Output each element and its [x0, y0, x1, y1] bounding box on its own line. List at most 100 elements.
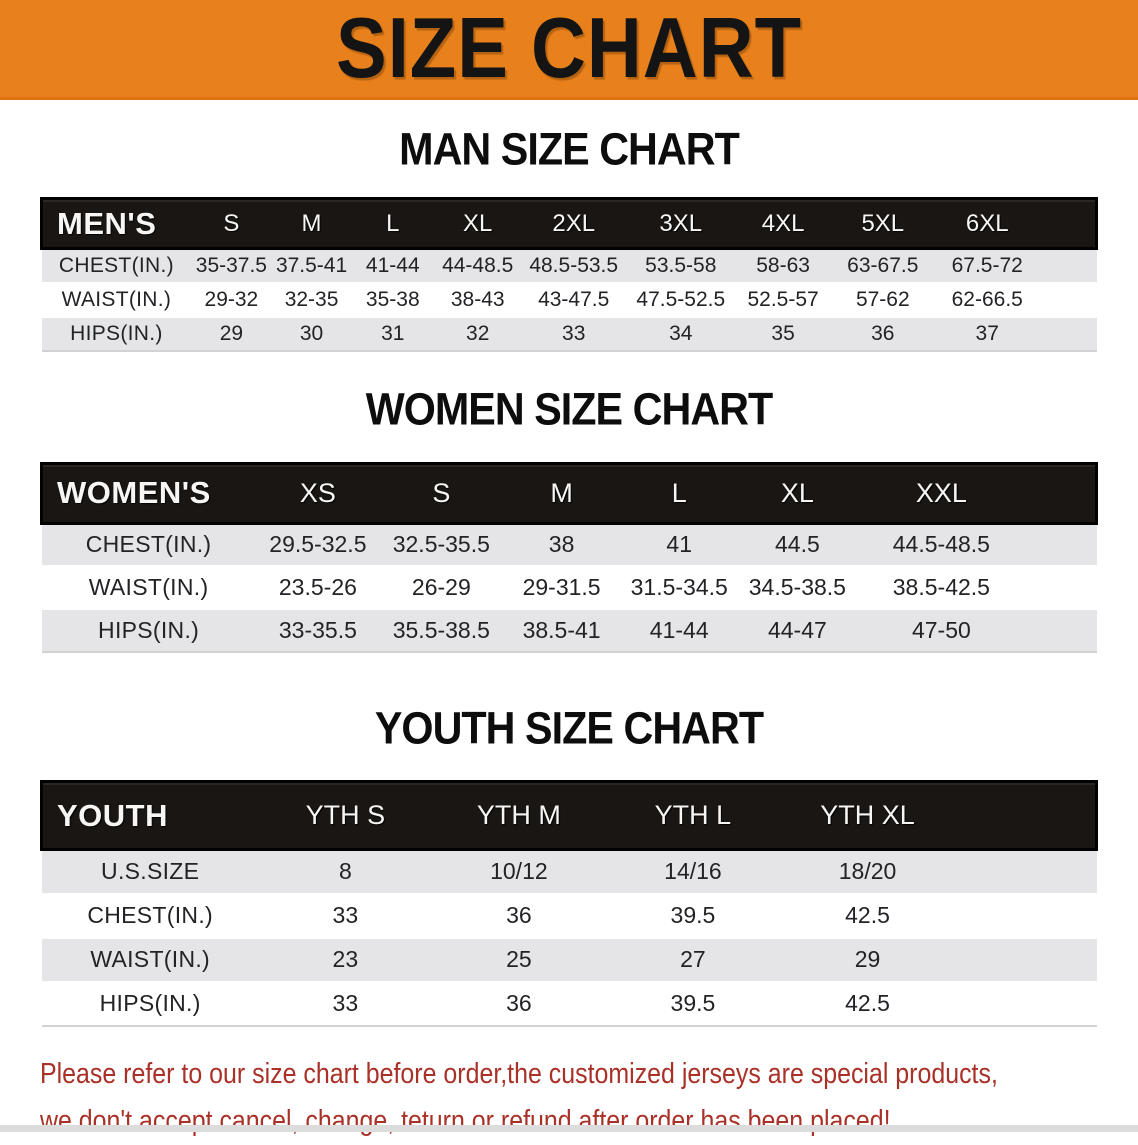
measurement-label: WAIST(IN.) — [41, 566, 256, 610]
measurement-value: 33-35.5 — [255, 609, 381, 653]
measurement-value: 34 — [625, 316, 736, 352]
measurement-value: 58-63 — [735, 247, 831, 284]
measurement-value: 35-37.5 — [191, 247, 272, 284]
spacer-cell — [955, 937, 1097, 983]
measurement-value: 53.5-58 — [625, 247, 736, 284]
measurement-value: 29-31.5 — [502, 566, 621, 610]
measurement-value: 57-62 — [830, 282, 936, 318]
disclaimer-line-2: we don't accept cancel, change, teturn o… — [40, 1104, 891, 1137]
measurement-value: 36 — [830, 316, 936, 352]
measurement-value: 38-43 — [433, 282, 522, 318]
measurement-value: 62-66.5 — [935, 282, 1040, 318]
size-column-header: YTH M — [431, 780, 606, 851]
measurement-label: WAIST(IN.) — [41, 282, 192, 318]
measurement-value: 8 — [258, 848, 432, 895]
measurement-value: 32 — [433, 316, 522, 352]
measurement-value: 37 — [935, 316, 1040, 352]
measurement-value: 67.5-72 — [935, 247, 1040, 284]
table-group-label: MEN'S — [40, 197, 192, 250]
measurement-value: 32.5-35.5 — [380, 522, 503, 567]
measurement-value: 44.5-48.5 — [856, 522, 1026, 567]
size-column-header: YTH S — [258, 780, 432, 851]
page-title: SIZE CHART — [336, 0, 802, 97]
size-column-header: 2XL — [521, 197, 626, 250]
measurement-value: 31.5-34.5 — [620, 566, 738, 610]
measurement-row: CHEST(IN.) 33 36 39.5 42.5 — [41, 893, 1097, 939]
measurement-value: 31 — [351, 316, 434, 352]
youth-section-heading: YOUTH SIZE CHART — [374, 703, 764, 755]
measurement-value: 36 — [431, 981, 606, 1027]
measurement-row: CHEST(IN.) 35-37.5 37.5-41 41-44 44-48.5 48.5… — [41, 247, 1097, 284]
spacer-cell — [955, 981, 1097, 1027]
size-table: YOUTH YTH S YTH M YTH L YTH XL U.S.SIZE 8 10/12… — [39, 780, 1099, 1027]
measurement-label: CHEST(IN.) — [41, 247, 192, 284]
header-row: WOMEN'S XS S M L XL XXL — [39, 461, 1098, 525]
measurement-label: HIPS(IN.) — [41, 981, 259, 1027]
size-column-header: S — [380, 461, 503, 525]
measurement-value: 42.5 — [779, 893, 956, 939]
measurement-label: U.S.SIZE — [41, 848, 259, 895]
table-group-label: WOMEN'S — [39, 461, 256, 525]
measurement-value: 38.5-41 — [502, 609, 621, 653]
measurement-row: HIPS(IN.) 33-35.5 35.5-38.5 38.5-41 41-44 44-… — [41, 609, 1097, 653]
measurement-value: 44-48.5 — [433, 247, 522, 284]
measurement-label: HIPS(IN.) — [41, 609, 256, 653]
spacer-cell — [1039, 247, 1097, 284]
measurement-value: 23 — [258, 937, 432, 983]
measurement-value: 48.5-53.5 — [521, 247, 626, 284]
measurement-value: 35-38 — [351, 282, 434, 318]
measurement-value: 63-67.5 — [830, 247, 936, 284]
measurement-value: 41-44 — [351, 247, 434, 284]
size-column-header: 5XL — [830, 197, 936, 250]
women-size-table-wrap: WOMEN'S XS S M L XL XXL CHEST(IN.) 29.5-32.5 32.5… — [39, 461, 1098, 653]
size-column-header: 3XL — [625, 197, 736, 250]
youth-size-table-wrap: YOUTH YTH S YTH M YTH L YTH XL U.S.SIZE 8 10/12… — [39, 780, 1099, 1027]
size-table: WOMEN'S XS S M L XL XXL CHEST(IN.) 29.5-32.5 32.5… — [39, 461, 1098, 653]
size-column-header: S — [191, 197, 272, 250]
measurement-row: WAIST(IN.) 23 25 27 29 — [41, 937, 1097, 983]
measurement-value: 47-50 — [856, 609, 1026, 653]
measurement-row: U.S.SIZE 8 10/12 14/16 18/20 — [41, 848, 1097, 895]
measurement-value: 25 — [431, 937, 606, 983]
disclaimer: Please refer to our size chart before or… — [40, 1051, 1138, 1145]
measurement-value: 26-29 — [380, 566, 503, 610]
measurement-value: 36 — [431, 893, 606, 939]
measurement-value: 38 — [502, 522, 621, 567]
size-column-header: XXL — [856, 461, 1026, 525]
measurement-value: 27 — [605, 937, 780, 983]
measurement-label: CHEST(IN.) — [41, 893, 259, 939]
measurement-value: 42.5 — [779, 981, 956, 1027]
size-column-header: L — [351, 197, 434, 250]
youth-size-section: YOUTH SIZE CHART YOUTH YTH S YTH M YTH L YTH… — [0, 703, 1138, 1027]
measurement-value: 32-35 — [271, 282, 352, 318]
size-column-header: 6XL — [935, 197, 1040, 250]
spacer-cell — [1025, 522, 1097, 567]
measurement-value: 18/20 — [779, 848, 956, 895]
measurement-row: WAIST(IN.) 29-32 32-35 35-38 38-43 43-47.5 47.… — [41, 282, 1097, 318]
measurement-value: 30 — [271, 316, 352, 352]
women-size-section: WOMEN SIZE CHART WOMEN'S XS S M L XL XXL CHEST(… — [0, 384, 1138, 653]
size-column-header: 4XL — [735, 197, 831, 250]
measurement-value: 52.5-57 — [735, 282, 831, 318]
measurement-value: 35.5-38.5 — [380, 609, 503, 653]
measurement-value: 41 — [620, 522, 738, 567]
size-column-header: XL — [433, 197, 522, 250]
measurement-value: 29.5-32.5 — [255, 522, 381, 567]
size-column-header: M — [271, 197, 352, 250]
spacer-cell — [1039, 316, 1097, 352]
measurement-value: 33 — [258, 981, 432, 1027]
measurement-value: 33 — [521, 316, 626, 352]
measurement-row: HIPS(IN.) 29 30 31 32 33 34 35 36 37 — [41, 316, 1097, 352]
men-size-table-wrap: MEN'S S M L XL 2XL 3XL 4XL 5XL 6XL CHEST(IN.) 35-37… — [40, 197, 1099, 352]
measurement-value: 29-32 — [191, 282, 272, 318]
measurement-value: 39.5 — [605, 893, 780, 939]
measurement-row: WAIST(IN.) 23.5-26 26-29 29-31.5 31.5-34.5 34… — [41, 566, 1097, 610]
measurement-label: CHEST(IN.) — [41, 522, 256, 567]
spacer-cell — [1039, 197, 1099, 250]
measurement-row: CHEST(IN.) 29.5-32.5 32.5-35.5 38 41 44.5 44.5… — [41, 522, 1097, 567]
measurement-value: 29 — [779, 937, 956, 983]
size-column-header: YTH XL — [779, 780, 956, 851]
spacer-cell — [1025, 609, 1097, 653]
measurement-value: 23.5-26 — [255, 566, 381, 610]
measurement-value: 10/12 — [431, 848, 606, 895]
